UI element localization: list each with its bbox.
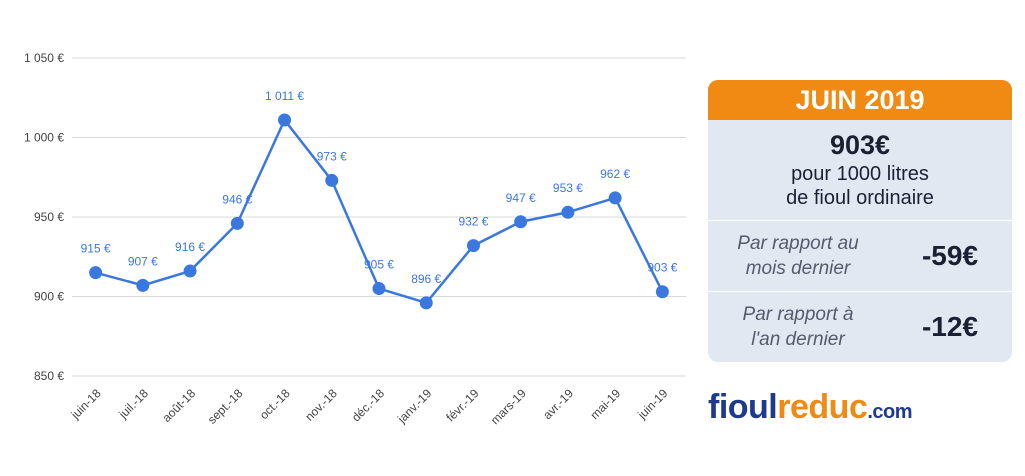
data-label: 1 011 €	[265, 89, 304, 103]
data-point	[278, 113, 292, 127]
comparison-label-line1: Par rapport à	[742, 304, 854, 325]
x-tick-label: juil.-18	[115, 386, 151, 422]
x-tick-label: oct.-18	[257, 386, 293, 422]
comparison-label-line2: mois dernier	[745, 258, 851, 279]
data-point	[372, 282, 386, 296]
comparison-label-line2: l'an dernier	[751, 329, 845, 350]
series-line	[95, 118, 664, 305]
x-tick-label: janv.-19	[394, 386, 434, 426]
x-tick-label: sept.-18	[205, 386, 246, 427]
y-tick-label: 1 050 €	[24, 51, 64, 65]
data-label: 907 €	[128, 254, 158, 268]
logo-part-reduc: reduc	[777, 388, 868, 426]
data-point	[419, 296, 433, 310]
data-labels: 915 € 907 € 916 € 946 € 1 011 € 973 € 905 € 896…	[81, 89, 678, 286]
data-point	[89, 266, 103, 280]
y-tick-label: 950 €	[34, 210, 64, 224]
logo-part-fioul: fioul	[708, 388, 778, 426]
data-label: 973 €	[317, 149, 347, 163]
data-label: 946 €	[222, 192, 252, 206]
current-price: 903€	[829, 130, 891, 160]
data-point	[608, 191, 622, 205]
y-axis-ticks: 850 € 900 € 950 € 1 000 € 1 050 €	[24, 51, 64, 383]
x-tick-label: nov.-18	[302, 386, 340, 424]
data-label: 916 €	[175, 240, 205, 254]
data-label: 932 €	[458, 215, 488, 229]
comparison-value: -59€	[921, 240, 979, 271]
x-tick-label: mai-19	[587, 386, 623, 422]
data-label: 903 €	[647, 261, 677, 275]
x-tick-label: juin-19	[634, 386, 670, 422]
x-tick-label: avr.-19	[540, 386, 576, 422]
comparison-label-line1: Par rapport au	[737, 233, 859, 254]
y-tick-label: 1 000 €	[24, 131, 64, 145]
x-tick-label: mars-19	[488, 386, 529, 427]
comparison-value: -12€	[921, 311, 979, 342]
data-point	[325, 173, 339, 187]
price-line-chart: 850 €900 €950 €1 000 €1 050 € juin-18 jui…	[24, 51, 686, 427]
data-label: 915 €	[81, 242, 111, 256]
comparison-row-month: Par rapport au mois dernier -59€	[708, 221, 1012, 292]
comparison-label: Par rapport à l'an dernier	[708, 302, 888, 352]
data-point	[136, 278, 150, 292]
data-point	[655, 285, 669, 299]
data-label: 905 €	[364, 258, 394, 272]
x-tick-label: déc.-18	[349, 386, 387, 424]
panel-month-title: JUIN 2019	[708, 80, 1012, 120]
logo-part-com: .com	[867, 401, 913, 423]
x-tick-label: août-18	[160, 386, 199, 425]
data-point	[466, 239, 480, 253]
fioulreduc-logo[interactable]: fioulreduc.com	[708, 388, 1008, 438]
y-tick-label: 850 €	[34, 369, 64, 383]
data-label: 962 €	[600, 167, 630, 181]
panel-current-price-block: 903€ pour 1000 litres de fioul ordinaire	[708, 120, 1012, 221]
x-tick-label: juin-18	[68, 386, 104, 422]
data-label: 953 €	[553, 181, 583, 195]
data-label: 947 €	[506, 191, 536, 205]
x-axis-ticks: juin-18 juil.-18 août-18 sept.-18 oct.-18 nov…	[68, 386, 671, 427]
data-point	[230, 216, 244, 230]
data-point	[183, 264, 197, 278]
comparison-row-year: Par rapport à l'an dernier -12€	[708, 292, 1012, 362]
series-layer	[89, 113, 669, 310]
data-point	[514, 215, 528, 229]
data-point	[561, 205, 575, 219]
y-tick-label: 900 €	[34, 290, 64, 304]
data-label: 896 €	[411, 272, 441, 286]
price-unit-line2: de fioul ordinaire	[786, 187, 934, 209]
price-summary-panel: JUIN 2019 903€ pour 1000 litres de fioul…	[708, 80, 1012, 362]
price-unit-line1: pour 1000 litres	[791, 163, 929, 185]
gridlines	[72, 57, 686, 377]
x-tick-label: févr.-19	[443, 386, 481, 424]
comparison-label: Par rapport au mois dernier	[708, 231, 888, 281]
